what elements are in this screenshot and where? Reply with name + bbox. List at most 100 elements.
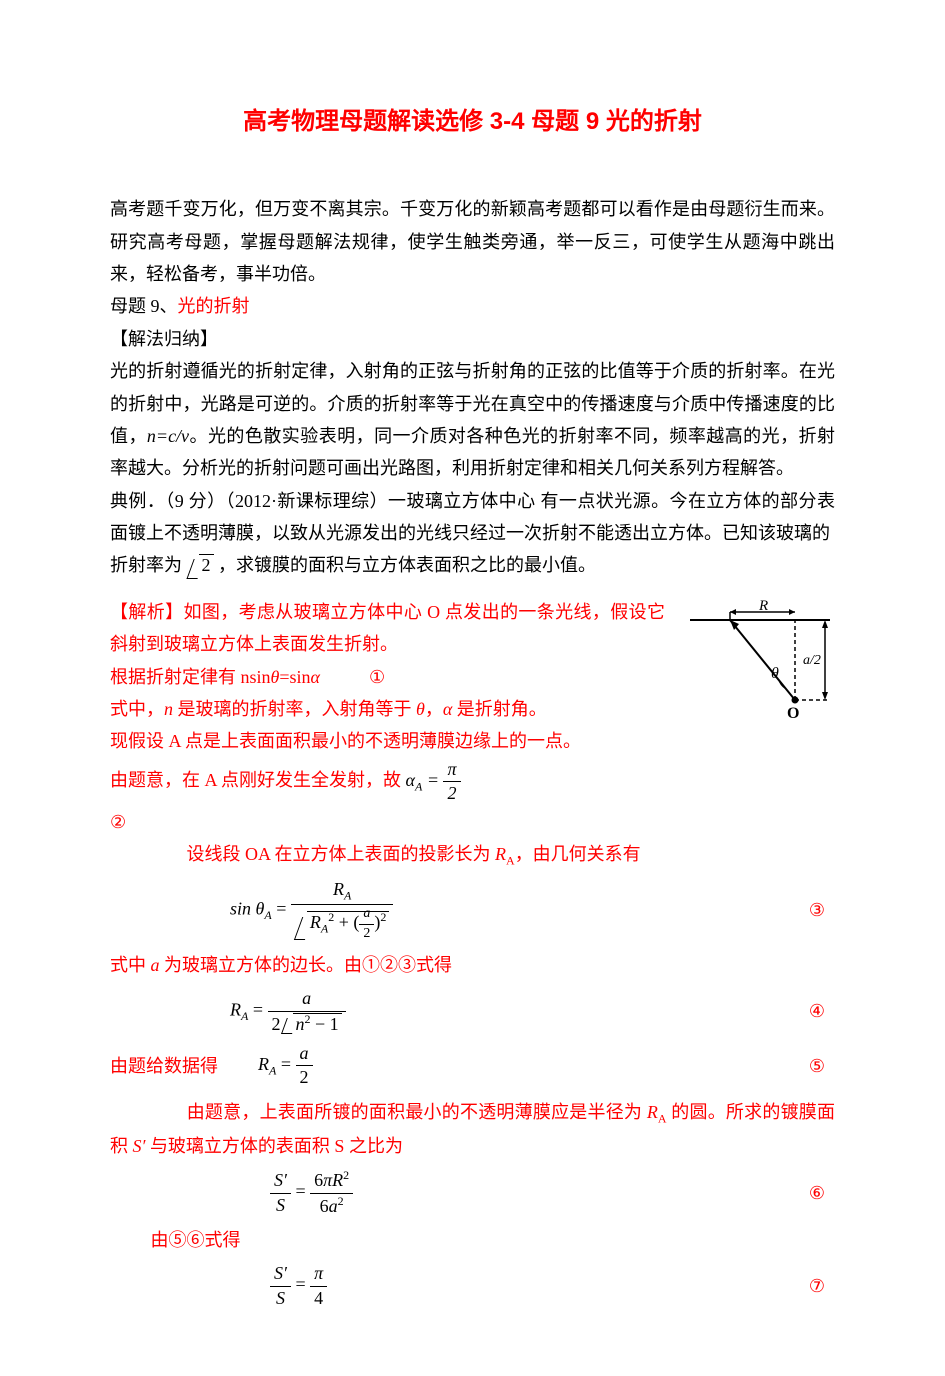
topic-line: 母题 9、光的折射 (110, 290, 835, 322)
eq6-lden: S (270, 1194, 291, 1217)
eq4-body: RA = a 2n2 − 1 (230, 987, 346, 1036)
o-point (792, 696, 799, 703)
ray-diagram: R a/2 θ O (675, 600, 835, 730)
circled-1: ① (369, 667, 385, 687)
ray-diagram-svg: R a/2 θ O (675, 600, 835, 720)
solution-heading: 【解析】 (110, 602, 183, 622)
s3a: 式中， (110, 699, 164, 719)
eq3-rad: RA2 + (a2)2 (307, 911, 390, 932)
solution-line5: 由题意，在 A 点刚好发生全发射，故 αA = π 2 (110, 758, 835, 806)
eq2-num: π (443, 758, 460, 782)
s8: 由题给数据得 (110, 1050, 218, 1082)
s10: 由⑤⑥式得 (151, 1230, 241, 1250)
page-title: 高考物理母题解读选修 3-4 母题 9 光的折射 (110, 100, 835, 143)
solution-line10: 由⑤⑥式得 (110, 1224, 835, 1256)
eq3-den: RA2 + (a2)2 (291, 905, 394, 942)
eq6-body: S′ S = 6πR2 6a2 (270, 1168, 353, 1218)
a2-arrow-down (822, 692, 828, 700)
eq3-body: sin θA = RA RA2 + (a2)2 (230, 878, 393, 943)
s3alpha: α (443, 699, 452, 719)
eq3-a: a (359, 905, 374, 924)
page: 高考物理母题解读选修 3-4 母题 9 光的折射 高考题千变万化，但万变不离其宗… (0, 0, 945, 1376)
s3c: ， (425, 699, 443, 719)
eq2-frac: π 2 (443, 758, 460, 806)
eq7-lden: S (270, 1287, 291, 1310)
s6b: ，由几何关系有 (515, 844, 641, 864)
eq7-lhs: S′ S (270, 1262, 291, 1310)
eq3-innerfrac: a2 (359, 905, 374, 942)
eq6-rnum: 6πR2 (310, 1168, 353, 1193)
s7avar: a (151, 955, 160, 975)
circled-3: ③ (809, 894, 835, 926)
eq4-n: n (296, 1014, 305, 1034)
eq7-rhs: π 4 (310, 1262, 327, 1310)
method-body-b: 。光的色散实验表明，同一介质对各种色光的折射率不同，频率越高的光，折射率越大。分… (110, 426, 835, 478)
eq4-2: 2 (272, 1014, 281, 1034)
circled-6: ⑥ (809, 1177, 835, 1209)
intro-paragraph: 高考题千变万化，但万变不离其宗。千变万化的新颖高考题都可以看作是由母题衍生而来。… (110, 193, 835, 290)
eq3-sqrt: RA2 + (a2)2 (295, 905, 390, 942)
s2-alpha: α (311, 667, 320, 687)
s3d: 是折射角。 (452, 699, 547, 719)
eq3-numR: R (333, 879, 344, 899)
example-tail: 折射率为 2 ，求镀膜的面积与立方体表面积之比的最小值。 (110, 549, 835, 581)
o-label: O (787, 705, 799, 720)
s7b: 为玻璃立方体的边长。由①②③式得 (160, 955, 453, 975)
example-tail-a: 折射率为 (110, 555, 182, 575)
s9c: 与玻璃立方体的表面积 S 之比为 (145, 1136, 403, 1156)
eq3-sin: sin (230, 899, 256, 919)
eq4-frac: a 2 n2 − 1 (268, 987, 346, 1036)
s9a: 由题意，上表面所镀的面积最小的不透明薄膜应是半径为 (187, 1102, 647, 1122)
eq5-body: RA = a 2 (258, 1042, 313, 1090)
eq7-rnum: π (310, 1262, 327, 1286)
eq5-den: 2 (296, 1066, 313, 1089)
sqrt2-symbol: 2 (187, 549, 214, 581)
eq4-minus1: − 1 (311, 1014, 339, 1034)
circled-7: ⑦ (809, 1270, 835, 1302)
topic-label: 母题 9、 (110, 296, 178, 316)
eq3-num: RA (291, 878, 394, 905)
method-body: 光的折射遵循光的折射定律，入射角的正弦与折射角的正弦的比值等于介质的折射率。在光… (110, 355, 835, 485)
s9R: R (647, 1102, 658, 1122)
s2b: =sin (279, 667, 310, 687)
solution-line7: 式中 a 为玻璃立方体的边长。由①②③式得 (110, 949, 835, 981)
eq3-numRsub: A (344, 889, 351, 903)
eq5-frac: a 2 (296, 1042, 313, 1090)
method-neq: n=c/v (147, 426, 189, 446)
eq6-rhs: 6πR2 6a2 (310, 1168, 353, 1218)
eq5-num: a (296, 1042, 313, 1066)
circled-5: ⑤ (809, 1050, 835, 1082)
eq6-lhs: S′ S (270, 1169, 291, 1217)
equation-3: sin θA = RA RA2 + (a2)2 ③ (110, 878, 835, 943)
eq6-pi: π (323, 1170, 332, 1190)
circled-4: ④ (809, 995, 835, 1027)
eq4-rad: n2 − 1 (293, 1013, 342, 1034)
eq6-aden: a (329, 1196, 338, 1216)
s6a: 设线段 OA 在立方体上表面的投影长为 (187, 844, 496, 864)
eq6-R2: 2 (343, 1168, 349, 1182)
a2-label: a/2 (803, 653, 821, 668)
s7a: 式中 (110, 955, 151, 975)
s6R: R (495, 844, 506, 864)
eq3-denR: R (310, 912, 321, 932)
topic-name: 光的折射 (178, 296, 250, 316)
s3b: 是玻璃的折射率，入射角等于 (173, 699, 416, 719)
circled-2-line: ② (110, 806, 835, 838)
eq6-rden: 6a2 (310, 1194, 353, 1218)
solution-line4: 现假设 A 点是上表面面积最小的不透明薄膜边缘上的一点。 (110, 725, 835, 757)
eq3-exp2: 2 (380, 910, 386, 924)
eq4-num: a (268, 987, 346, 1011)
ray-line (730, 620, 795, 700)
eq2-sub: A (415, 779, 422, 793)
eq7-body: S′ S = π 4 (270, 1262, 327, 1310)
solution-line6: 设线段 OA 在立方体上表面的投影长为 RA，由几何关系有 (110, 838, 835, 872)
solution-line9: 由题意，上表面所镀的面积最小的不透明薄膜应是半径为 RA 的圆。所求的镀膜面积 … (110, 1096, 835, 1163)
eq3-plus: + (334, 912, 353, 932)
eq5-R: R (258, 1054, 269, 1074)
eq2: αA = π 2 (406, 770, 461, 790)
spacer (110, 582, 835, 596)
eq6-6b: 6 (320, 1196, 329, 1216)
equation-5: 由题给数据得 RA = a 2 ⑤ (110, 1042, 835, 1090)
eq3-thetasub: A (264, 908, 271, 922)
eq4-den: 2 n2 − 1 (268, 1012, 346, 1036)
